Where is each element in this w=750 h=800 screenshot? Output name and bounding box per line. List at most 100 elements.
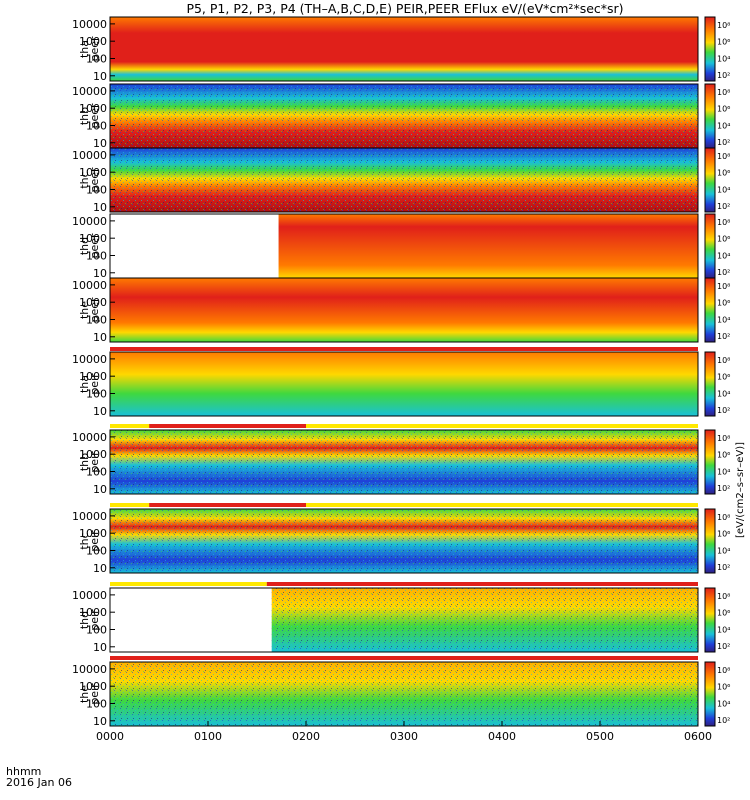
y-tick-label: 10 bbox=[93, 331, 107, 344]
colorbar-tick-label: 10⁶ bbox=[717, 451, 730, 460]
y-tick-label: 10 bbox=[93, 405, 107, 418]
colorbar-tick-label: 10⁴ bbox=[717, 546, 730, 555]
panel-species-label: peir bbox=[88, 530, 101, 552]
y-tick-label: 10 bbox=[93, 201, 107, 214]
y-tick-label: 10000 bbox=[72, 663, 107, 676]
colorbar-tick-label: 10⁸ bbox=[717, 356, 730, 365]
colorbar bbox=[704, 16, 716, 82]
colorbar bbox=[704, 661, 716, 727]
colorbar-tick-label: 10² bbox=[717, 563, 730, 572]
panel-frame bbox=[109, 351, 699, 417]
x-tick-label: 0600 bbox=[684, 730, 712, 743]
data-gap bbox=[110, 588, 272, 652]
y-tick-label: 100 bbox=[86, 544, 107, 557]
colorbar-tick-label: 10² bbox=[717, 268, 730, 277]
x-tick-label: 0300 bbox=[390, 730, 418, 743]
colorbar-tick-label: 10⁶ bbox=[717, 169, 730, 178]
noise-texture bbox=[110, 84, 698, 148]
y-tick-label: 10000 bbox=[72, 215, 107, 228]
colorbar bbox=[704, 587, 716, 653]
panel-probe-label: tha bbox=[78, 375, 91, 393]
colorbar-tick-label: 10⁴ bbox=[717, 315, 730, 324]
panel-species-label: peer bbox=[88, 167, 101, 193]
y-tick-label: 100 bbox=[86, 387, 107, 400]
colorbar-tick-label: 10⁴ bbox=[717, 54, 730, 63]
y-tick-label: 100 bbox=[86, 697, 107, 710]
quality-flag-bar bbox=[110, 347, 698, 351]
colorbar-tick-label: 10⁸ bbox=[717, 88, 730, 97]
colorbar-tick-label: 10⁴ bbox=[717, 185, 730, 194]
y-tick-label: 10 bbox=[93, 70, 107, 83]
colorbar-tick-label: 10⁴ bbox=[717, 699, 730, 708]
colorbar-tick-label: 10⁴ bbox=[717, 625, 730, 634]
colorbar-tick-label: 10² bbox=[717, 642, 730, 651]
colorbar-tick-label: 10⁶ bbox=[717, 105, 730, 114]
quality-flag-bar bbox=[110, 424, 698, 428]
panel-probe-label: thd bbox=[78, 611, 91, 629]
x-tick-label: 0200 bbox=[292, 730, 320, 743]
y-tick-label: 1000 bbox=[79, 370, 107, 383]
x-tick-label: 0400 bbox=[488, 730, 516, 743]
y-tick-label: 100 bbox=[86, 52, 107, 65]
time-axis: 0000 0100 0200 0300 0400 0500 0600 bbox=[96, 721, 712, 743]
colorbar bbox=[704, 429, 716, 495]
y-tick-label: 100 bbox=[86, 465, 107, 478]
x-tick-label: 0100 bbox=[194, 730, 222, 743]
colorbar bbox=[704, 508, 716, 574]
panel-species-label: peir bbox=[88, 451, 101, 473]
noise-texture bbox=[110, 430, 698, 494]
panel-probe-label: thc bbox=[78, 532, 91, 549]
colorbar-tick-label: 10⁸ bbox=[717, 666, 730, 675]
y-tick-label: 1000 bbox=[79, 102, 107, 115]
colorbar-units-label: [eV/(cm2–s–sr–eV)] bbox=[735, 442, 746, 538]
panel-frame bbox=[109, 508, 699, 574]
colorbar bbox=[704, 351, 716, 417]
panel-species-label: peer bbox=[88, 297, 101, 323]
panel-probe-label: tha bbox=[78, 40, 91, 58]
colorbar-tick-label: 10² bbox=[717, 138, 730, 147]
y-tick-label: 1000 bbox=[79, 296, 107, 309]
y-tick-label: 1000 bbox=[79, 35, 107, 48]
y-tick-label: 10000 bbox=[72, 18, 107, 31]
colorbar-tick-label: 10⁸ bbox=[717, 434, 730, 443]
x-tick-label: 0000 bbox=[96, 730, 124, 743]
colorbar-tick-label: 10² bbox=[717, 716, 730, 725]
quality-flag-bar bbox=[266, 582, 698, 586]
y-tick-label: 10 bbox=[93, 641, 107, 654]
colorbar-tick-label: 10⁶ bbox=[717, 38, 730, 47]
colorbar-tick-label: 10⁶ bbox=[717, 609, 730, 618]
y-tick-label: 1000 bbox=[79, 166, 107, 179]
panel-species-label: peir bbox=[88, 683, 101, 705]
y-tick-label: 10000 bbox=[72, 85, 107, 98]
panel-species-label: peer bbox=[88, 233, 101, 259]
colorbar-tick-label: 10⁸ bbox=[717, 282, 730, 291]
y-tick-label: 10000 bbox=[72, 431, 107, 444]
colorbar-tick-label: 10⁴ bbox=[717, 467, 730, 476]
y-tick-label: 10 bbox=[93, 137, 107, 150]
panel-species-label: peer bbox=[88, 103, 101, 129]
colorbar-tick-label: 10² bbox=[717, 484, 730, 493]
panel-probe-label: thd bbox=[78, 237, 91, 255]
panel-species-label: peir bbox=[88, 609, 101, 631]
colorbar-tick-label: 10⁴ bbox=[717, 251, 730, 260]
panel-frame bbox=[109, 277, 699, 343]
y-tick-label: 10000 bbox=[72, 149, 107, 162]
colorbar-tick-label: 10² bbox=[717, 71, 730, 80]
quality-flag-bar bbox=[110, 503, 698, 507]
noise-texture bbox=[110, 509, 698, 573]
figure-title: P5, P1, P2, P3, P4 (TH–A,B,C,D,E) PEIR,P… bbox=[186, 1, 623, 16]
y-tick-label: 10000 bbox=[72, 589, 107, 602]
panel-stack: 10000100010010thapeer10⁸10⁶10⁴10²1000010… bbox=[72, 16, 730, 728]
y-tick-label: 1000 bbox=[79, 448, 107, 461]
colorbar-tick-label: 10² bbox=[717, 406, 730, 415]
y-tick-label: 10 bbox=[93, 562, 107, 575]
